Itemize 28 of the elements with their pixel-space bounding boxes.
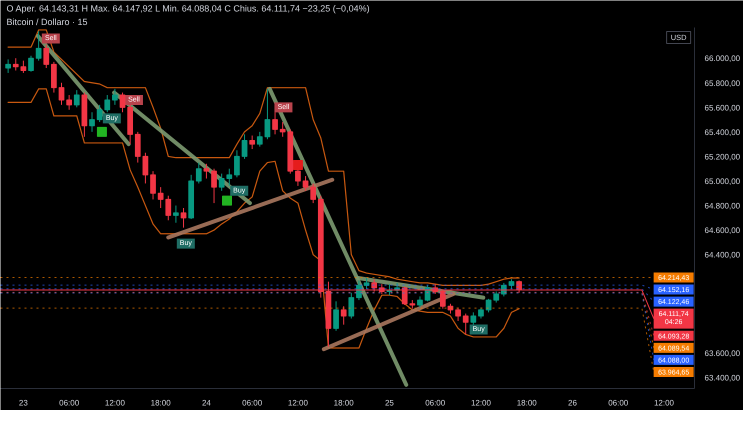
y-tick-label: 65.800,00 [704, 78, 741, 88]
x-tick-label: 12:00 [654, 398, 675, 408]
y-tick-label: 63.400,00 [704, 373, 741, 382]
x-tick-label: 24 [202, 398, 212, 408]
y-tick-label: 64.800,00 [704, 202, 741, 211]
y-tick-label: 63.600,00 [704, 348, 741, 358]
x-tick-label: 18:00 [516, 398, 538, 408]
x-tick-label: 18:00 [150, 398, 172, 408]
y-tick-label: 65.000,00 [704, 176, 741, 186]
x-tick-label: 18:00 [334, 398, 354, 408]
x-tick-label: 26 [568, 398, 578, 408]
y-tick-label: 65.400,00 [704, 128, 741, 137]
y-tick-label: 65.600,00 [704, 103, 741, 112]
x-tick-label: 23 [18, 398, 28, 408]
x-tick-label: 12:00 [104, 398, 126, 408]
x-tick-label: 06:00 [242, 398, 263, 408]
x-tick-label: 12:00 [288, 398, 308, 408]
chart-title: Bitcoin / Dollaro · 15 [6, 17, 88, 27]
x-tick-label: 06:00 [425, 398, 446, 408]
chart-subtitle: O Aper. 64.143,31 H Max. 64.147,92 L Min. 64.088,04 C Chius. 64.111,74 −23,25 (−0,04%) [6, 4, 370, 14]
y-tick-label: 66.000,00 [704, 54, 741, 64]
x-tick-label: 12:00 [470, 398, 492, 408]
x-tick-label: 25 [384, 398, 394, 408]
y-tick-label: 65.200,00 [704, 152, 741, 162]
y-tick-label: 64.400,00 [704, 250, 741, 260]
y-tick-label: 64.600,00 [704, 226, 741, 236]
x-tick-label: 06:00 [59, 398, 80, 408]
x-tick-label: 06:00 [608, 398, 629, 408]
